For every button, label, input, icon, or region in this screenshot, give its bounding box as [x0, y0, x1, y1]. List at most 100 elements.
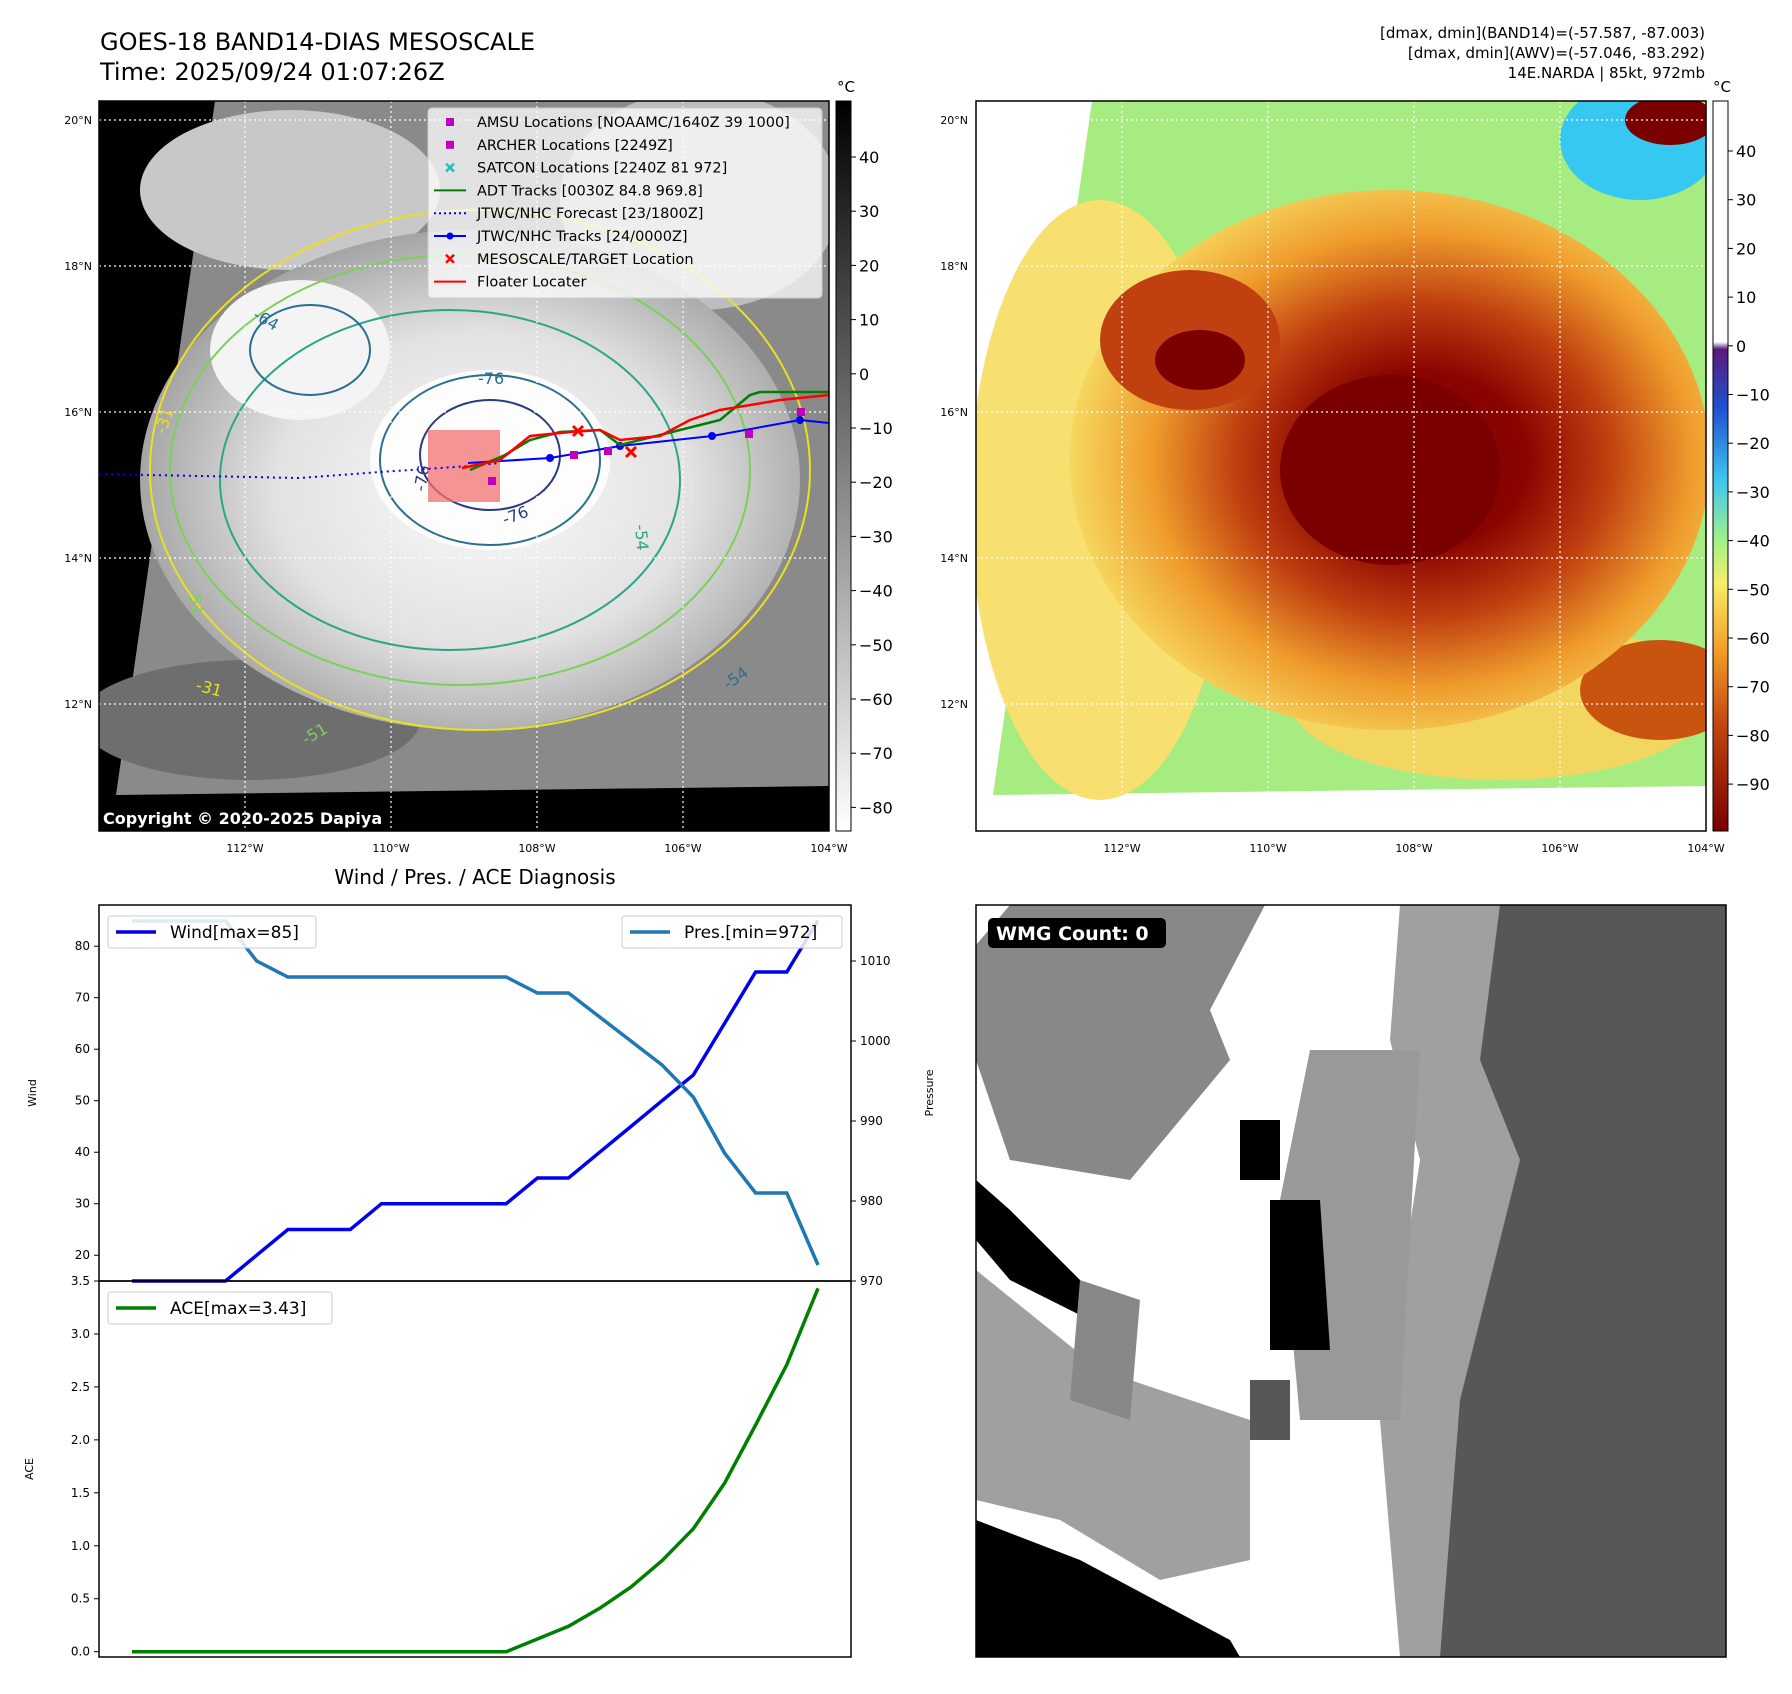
colorbar1-tick: −30: [859, 527, 893, 546]
wind-axis-label: Wind: [26, 1079, 39, 1107]
lat-tick-label: 18°N: [940, 260, 968, 273]
lat-tick-label: 20°N: [64, 114, 92, 127]
ace-tick-label: 1.0: [71, 1539, 90, 1553]
wind-tick-label: 40: [75, 1145, 90, 1159]
ace-tick-label: 3.0: [71, 1327, 90, 1341]
colorbar1-tick: 40: [859, 148, 879, 167]
band14-map: -64 -76 -76 -51 -31 -54 -54 -31 -51 -76: [64, 100, 848, 855]
ace-axis-label: ACE: [23, 1458, 36, 1480]
pressure-tick-label: 1000: [860, 1034, 891, 1048]
colorbar2-unit: °C: [1713, 78, 1731, 96]
legend-label: SATCON Locations [2240Z 81 972]: [477, 161, 727, 177]
lon-tick-label: 104°W: [810, 842, 847, 855]
pressure-legend-label: Pres.[min=972]: [684, 923, 817, 943]
pressure-series-line: [132, 919, 820, 1266]
lat-tick-label: 18°N: [64, 260, 92, 273]
figure-title-line2: Time: 2025/09/24 01:07:26Z: [99, 58, 445, 86]
ace-tick-label: 3.5: [71, 1274, 90, 1288]
pressure-legend: Pres.[min=972]: [621, 915, 843, 949]
colorbar1-tick: −60: [859, 690, 893, 709]
contour-label: -51: [184, 587, 207, 616]
lat-tick-label: 16°N: [64, 406, 92, 419]
colorbar2-tick: 10: [1736, 288, 1756, 307]
legend-label: Floater Locater: [477, 275, 586, 291]
wind-tick-label: 80: [75, 939, 90, 953]
storm-info-text: 14E.NARDA | 85kt, 972mb: [1508, 64, 1705, 82]
colorbar1-tick: −70: [859, 744, 893, 763]
colorbar2-tick: −20: [1736, 434, 1770, 453]
pressure-tick-label: 970: [860, 1274, 883, 1288]
lon-tick-label: 106°W: [1541, 842, 1578, 855]
lon-tick-label: 112°W: [226, 842, 263, 855]
wmg-count-text: WMG Count: 0: [996, 923, 1149, 945]
lon-tick-label: 110°W: [372, 842, 409, 855]
legend-entry: Floater Locater: [434, 275, 586, 291]
legend-label: JTWC/NHC Tracks [24/0000Z]: [476, 229, 688, 245]
colorbar2-tick: −90: [1736, 775, 1770, 794]
ace-frame: [98, 1280, 852, 1658]
lat-tick-label: 14°N: [64, 552, 92, 565]
colorbar2-tick: −40: [1736, 532, 1770, 551]
legend-entry: AMSU Locations [NOAAMC/1640Z 39 1000]: [446, 115, 790, 131]
colorbar2-tick: −50: [1736, 580, 1770, 599]
colorbar2-tick: 40: [1736, 142, 1756, 161]
colorbar1-tick: −20: [859, 473, 893, 492]
ace-tick-label: 2.0: [71, 1433, 90, 1447]
legend-entry: JTWC/NHC Forecast [23/1800Z]: [434, 206, 703, 222]
map2-frame: [975, 100, 1707, 832]
wmg-count-badge: [988, 918, 1166, 948]
lon-tick-label: 108°W: [518, 842, 555, 855]
legend-label: AMSU Locations [NOAAMC/1640Z 39 1000]: [477, 115, 790, 131]
pressure-tick-label: 980: [860, 1194, 883, 1208]
amsu-archer-markers: [488, 408, 805, 485]
awv-map: 20°N 18°N 16°N 14°N 12°N 112°W 110°W 108…: [940, 100, 1725, 855]
mesoscale-target-box: [428, 430, 500, 502]
diagnosis-title: Wind / Pres. / ACE Diagnosis: [334, 865, 615, 889]
lon-tick-label: 108°W: [1395, 842, 1432, 855]
legend-marker: [446, 118, 454, 126]
colorbar2-tick: −10: [1736, 386, 1770, 405]
wind-legend-label: Wind[max=85]: [170, 923, 299, 943]
lon-tick-label: 110°W: [1249, 842, 1286, 855]
lat-tick-label: 16°N: [940, 406, 968, 419]
legend-marker: [445, 162, 455, 173]
contour-label: -54: [631, 524, 652, 552]
band14-colorbar: °C 40 30 20 10 0 −10 −20 −30 −40 −50 −60 −70 −80: [835, 78, 893, 832]
pressure-tick-label: 1010: [860, 954, 891, 968]
colorbar2-tick: −30: [1736, 483, 1770, 502]
legend-label: ARCHER Locations [2249Z]: [477, 138, 673, 154]
wind-tick-label: 50: [75, 1094, 90, 1108]
legend-entry: SATCON Locations [2240Z 81 972]: [445, 161, 727, 177]
ace-tick-label: 2.5: [71, 1380, 90, 1394]
colorbar2-tick: 0: [1736, 337, 1746, 356]
ace-tick-label: 0.0: [71, 1645, 90, 1659]
legend-marker: [446, 140, 454, 149]
colorbar1-tick: 30: [859, 202, 879, 221]
map-legend: AMSU Locations [NOAAMC/1640Z 39 1000] ARC…: [427, 107, 823, 299]
legend-entry: ARCHER Locations [2249Z]: [446, 138, 673, 154]
lat-tick-label: 12°N: [940, 698, 968, 711]
jtwc-track: [467, 418, 829, 464]
lat-tick-label: 20°N: [940, 114, 968, 127]
ace-tick-label: 1.5: [71, 1486, 90, 1500]
colorbar1-tick: −50: [859, 636, 893, 655]
legend-label: MESOSCALE/TARGET Location: [477, 252, 694, 268]
lat-tick-label: 14°N: [940, 552, 968, 565]
colorbar1-tick: −10: [859, 419, 893, 438]
wind-tick-label: 60: [75, 1042, 90, 1056]
legend-label: JTWC/NHC Forecast [23/1800Z]: [476, 206, 703, 222]
wind-tick-label: 20: [75, 1248, 90, 1262]
legend-entry: ADT Tracks [0030Z 84.8 969.8]: [434, 183, 703, 199]
pressure-axis-label: Pressure: [923, 1069, 936, 1116]
legend-label: ADT Tracks [0030Z 84.8 969.8]: [477, 183, 703, 199]
dmax-band14-text: [dmax, dmin](BAND14)=(-57.587, -87.003): [1380, 24, 1705, 42]
adt-track: [469, 390, 829, 472]
legend-marker: [445, 253, 455, 264]
colorbar2-tick: −60: [1736, 629, 1770, 648]
ace-series-line: [132, 1287, 820, 1654]
legend-entry: JTWC/NHC Tracks [24/0000Z]: [434, 229, 688, 245]
lon-tick-label: 104°W: [1687, 842, 1724, 855]
colorbar2-tick: −80: [1736, 726, 1770, 745]
diagnosis-chart: Wind / Pres. / ACE Diagnosis 20 30 40 50 60 7…: [23, 865, 936, 1659]
colorbar2-tick: 30: [1736, 191, 1756, 210]
